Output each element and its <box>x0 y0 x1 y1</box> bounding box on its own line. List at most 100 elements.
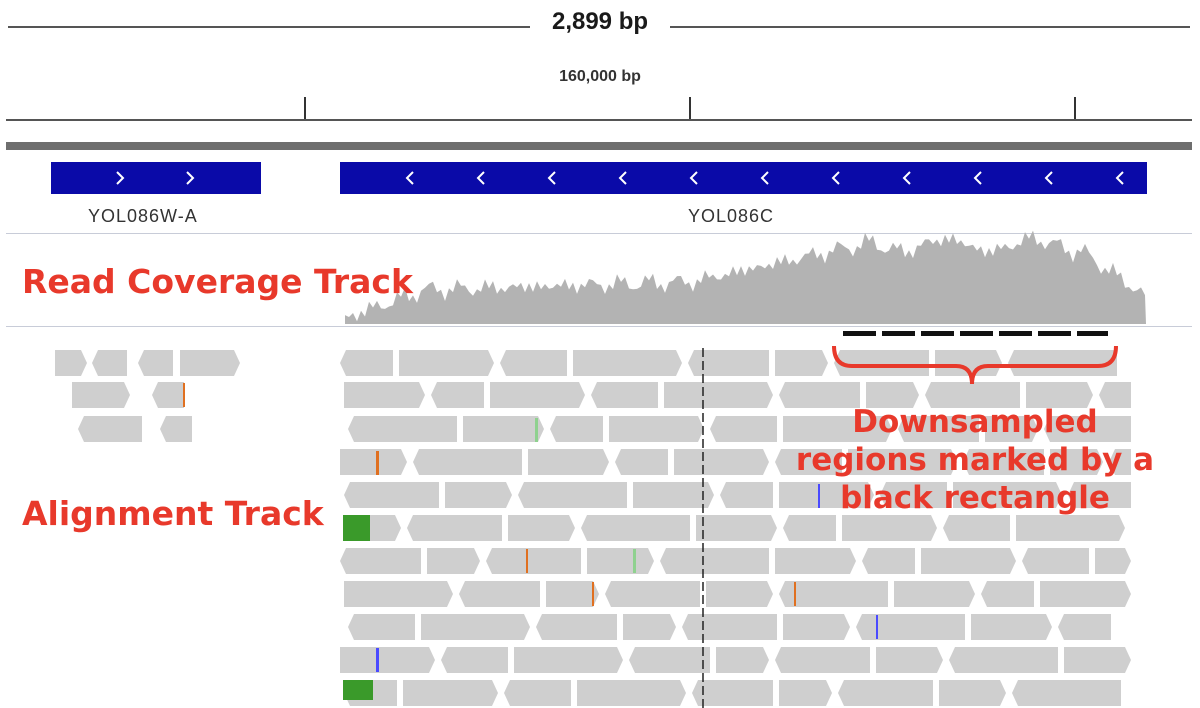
alignment-read <box>55 350 87 376</box>
coverage-track-label: Read Coverage Track <box>22 262 413 301</box>
alignment-read <box>921 548 1016 574</box>
alignment-read <box>1058 614 1111 640</box>
alignment-read <box>180 350 240 376</box>
strand-arrow-left <box>476 171 485 185</box>
gene-yol086w-a[interactable] <box>51 162 261 194</box>
alignment-read <box>605 581 700 607</box>
alignment-read <box>344 581 453 607</box>
mismatch-mark <box>535 418 538 442</box>
alignment-read <box>1044 416 1131 442</box>
alignment-read <box>775 647 870 673</box>
alignment-read <box>615 449 668 475</box>
alignment-read <box>674 449 769 475</box>
alignment-read <box>1016 515 1125 541</box>
strand-arrow-left <box>547 171 556 185</box>
downsampled-line-2: regions marked by a <box>795 442 1155 478</box>
alignment-read <box>949 647 1058 673</box>
alignment-read <box>716 647 769 673</box>
alignment-read <box>407 515 502 541</box>
alignment-read <box>779 680 832 706</box>
mismatch-mark <box>794 582 796 606</box>
alignment-read <box>344 382 425 408</box>
alignment-read <box>775 548 856 574</box>
alignment-read <box>344 482 439 508</box>
alignment-read <box>775 350 828 376</box>
alignment-read <box>486 548 581 574</box>
alignment-read <box>943 515 1010 541</box>
alignment-read <box>682 614 777 640</box>
alignment-read <box>340 350 393 376</box>
alignment-read <box>427 548 480 574</box>
downsample-rectangle <box>1038 331 1071 336</box>
alignment-read <box>633 482 714 508</box>
strand-arrow-left <box>618 171 627 185</box>
alignment-read <box>459 581 540 607</box>
alignment-read <box>160 416 192 442</box>
alignment-read <box>838 680 933 706</box>
alignment-read <box>348 614 415 640</box>
alignment-read <box>518 482 627 508</box>
track-separator <box>6 233 1192 234</box>
alignment-read <box>413 449 522 475</box>
alignment-read <box>692 680 773 706</box>
alignment-read <box>953 482 1062 508</box>
span-label: 2,899 bp <box>0 8 1200 36</box>
alignment-read <box>421 614 530 640</box>
alignment-read <box>981 581 1034 607</box>
ruler-line <box>6 119 1192 121</box>
alignment-read <box>550 416 603 442</box>
alignment-read <box>866 382 919 408</box>
strand-arrow-left <box>689 171 698 185</box>
alignment-read <box>490 382 585 408</box>
alignment-read <box>623 614 676 640</box>
alignment-read <box>939 680 1006 706</box>
strand-arrow-right <box>116 171 125 185</box>
alignment-track-label: Alignment Track <box>22 494 324 533</box>
coordinate-label: 160,000 bp <box>559 68 641 85</box>
alignment-read <box>577 680 686 706</box>
strand-arrow-left <box>831 171 840 185</box>
track-separator <box>6 326 1192 327</box>
alignment-read <box>1109 449 1131 475</box>
alignment-read <box>403 680 498 706</box>
bracket <box>832 345 1118 385</box>
alignment-read <box>441 647 508 673</box>
gene-label-yol086w-a: YOL086W-A <box>88 206 198 226</box>
alignment-read <box>609 416 704 442</box>
mismatch-mark <box>526 549 528 573</box>
strand-arrow-left <box>1115 171 1124 185</box>
alignment-read <box>971 614 1052 640</box>
alignment-read <box>591 382 658 408</box>
downsampled-line-1: Downsampled <box>852 404 1098 440</box>
strand-arrow-left <box>760 171 769 185</box>
strand-arrow-left <box>1044 171 1053 185</box>
alignment-read <box>1026 382 1093 408</box>
downsample-rectangle <box>843 331 876 336</box>
alignment-read <box>848 449 957 475</box>
alignment-read <box>935 350 1002 376</box>
alignment-read <box>925 382 1020 408</box>
alignment-read <box>340 449 407 475</box>
downsample-rectangle <box>921 331 954 336</box>
downsample-rectangle <box>960 331 993 336</box>
downsample-rectangle <box>1077 331 1108 336</box>
alignment-read <box>514 647 623 673</box>
alignment-read <box>720 482 773 508</box>
mismatch-mark <box>376 648 379 672</box>
downsample-rectangle <box>999 331 1032 336</box>
soft-clip <box>343 680 373 700</box>
alignment-read <box>1040 581 1131 607</box>
mismatch-mark <box>876 615 878 639</box>
alignment-read <box>834 350 929 376</box>
gene-yol086c[interactable] <box>340 162 1147 194</box>
alignment-read <box>1064 647 1131 673</box>
alignment-read <box>1068 482 1131 508</box>
alignment-read <box>536 614 617 640</box>
ruler-tick <box>689 97 691 119</box>
alignment-read <box>775 449 842 475</box>
alignment-read <box>528 449 609 475</box>
alignment-read <box>963 449 1044 475</box>
alignment-read <box>504 680 571 706</box>
mismatch-mark <box>183 383 185 407</box>
